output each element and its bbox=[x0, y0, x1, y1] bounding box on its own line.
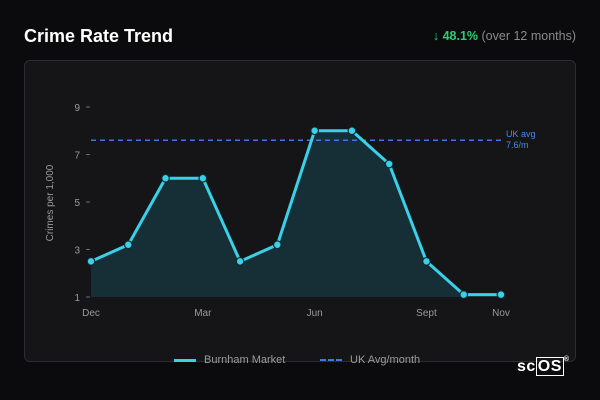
y-tick-label: 9 bbox=[74, 103, 80, 114]
y-tick-label: 7 bbox=[74, 151, 80, 162]
down-arrow-icon: ↓ bbox=[432, 29, 440, 43]
series-line bbox=[90, 129, 501, 297]
data-point[interactable] bbox=[347, 126, 357, 136]
series-area bbox=[91, 130, 501, 297]
reference-label-line1: UK avg bbox=[506, 129, 536, 139]
data-point[interactable] bbox=[384, 159, 394, 169]
header: Crime Rate Trend ↓ 48.1% (over 12 months… bbox=[24, 26, 576, 50]
avg-swatch bbox=[320, 359, 342, 361]
x-tick-label: Jun bbox=[307, 308, 323, 319]
data-point[interactable] bbox=[161, 173, 170, 183]
y-tick-label: 1 bbox=[74, 293, 80, 304]
change-percent: 48.1% bbox=[442, 29, 479, 43]
legend: Burnham Market UK Avg/month bbox=[0, 354, 600, 372]
data-point[interactable] bbox=[123, 240, 133, 250]
scos-logo: sc OS ® bbox=[517, 356, 570, 376]
series-swatch bbox=[174, 358, 196, 362]
change-note: (over 12 months) bbox=[481, 29, 576, 43]
y-tick-label: 3 bbox=[74, 246, 80, 257]
x-tick-label: Mar bbox=[194, 308, 212, 319]
y-axis-label: Crimes per 1,000 bbox=[45, 164, 56, 241]
data-point[interactable] bbox=[198, 173, 208, 183]
page-title: Crime Rate Trend bbox=[24, 26, 174, 46]
data-point[interactable] bbox=[496, 290, 506, 300]
x-tick-label: Sept bbox=[416, 308, 437, 319]
change-indicator: ↓ 48.1% (over 12 months) bbox=[433, 29, 576, 43]
legend-series-label: Burnham Market bbox=[204, 354, 286, 366]
data-point[interactable] bbox=[86, 256, 96, 266]
x-tick-label: Dec bbox=[82, 308, 100, 319]
legend-avg-label: UK Avg/month bbox=[350, 354, 421, 366]
y-tick-label: 5 bbox=[74, 198, 80, 209]
data-point[interactable] bbox=[235, 256, 245, 266]
data-point[interactable] bbox=[459, 290, 469, 300]
legend-item-avg[interactable]: UK Avg/month bbox=[320, 354, 420, 366]
legend-item-series[interactable]: Burnham Market bbox=[174, 354, 285, 366]
x-tick-label: Nov bbox=[492, 308, 510, 319]
data-point[interactable] bbox=[422, 256, 431, 266]
data-point[interactable] bbox=[310, 126, 320, 136]
reference-label-line2: 7.6/m bbox=[506, 140, 529, 150]
data-point[interactable] bbox=[272, 240, 282, 250]
